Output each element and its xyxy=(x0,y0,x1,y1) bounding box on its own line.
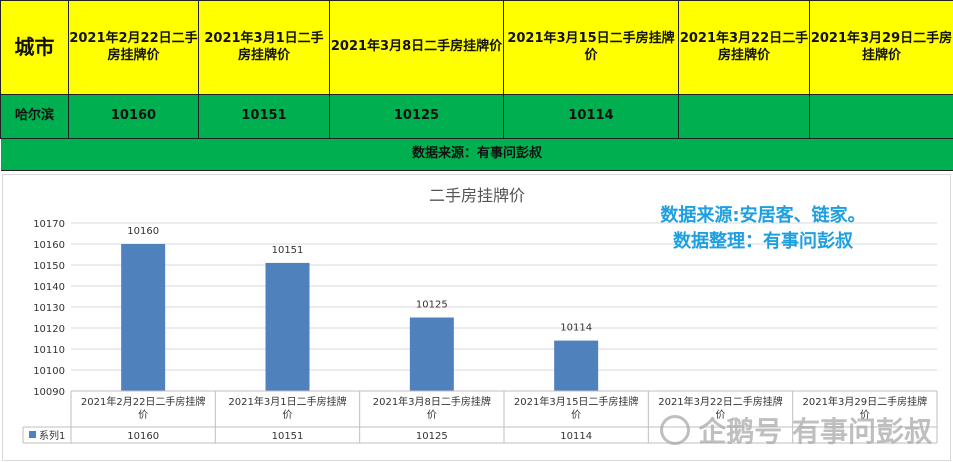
bar xyxy=(266,263,310,391)
value-cell[interactable]: 10125 xyxy=(330,95,504,139)
watermark-source: 数据来源:安居客、链家。 xyxy=(628,201,898,227)
legend-key xyxy=(29,431,36,438)
bar xyxy=(410,318,454,392)
header-date[interactable]: 2021年3月29日二手房挂牌价 xyxy=(810,1,953,95)
footer-watermark: 企鹅号 有事问彭叔 xyxy=(660,410,932,450)
category-label: 2021年3月29日二手房挂牌 xyxy=(803,395,928,408)
bar xyxy=(121,244,165,391)
category-label: 价 xyxy=(427,409,437,421)
y-tick-label: 10170 xyxy=(33,219,65,230)
category-label: 2021年3月8日二手房挂牌 xyxy=(373,395,491,408)
category-label: 价 xyxy=(138,409,148,421)
penguin-logo-icon xyxy=(660,415,690,445)
y-tick-label: 10100 xyxy=(33,366,65,377)
table-header-row: 城市 2021年2月22日二手房挂牌价 2021年3月1日二手房挂牌价 2021… xyxy=(1,1,953,95)
category-label: 2021年2月22日二手房挂牌 xyxy=(81,395,206,408)
value-cell[interactable] xyxy=(679,95,810,139)
header-date[interactable]: 2021年3月1日二手房挂牌价 xyxy=(199,1,330,95)
category-label: 价 xyxy=(283,409,293,421)
watermark-organizer: 数据整理：有事问彭叔 xyxy=(628,227,898,253)
data-label: 10151 xyxy=(272,245,304,256)
category-label: 价 xyxy=(571,409,581,421)
header-date[interactable]: 2021年2月22日二手房挂牌价 xyxy=(69,1,199,95)
chart-area[interactable]: 二手房挂牌价 10090 10100 10110 10120 10130 10140 1015… xyxy=(2,174,951,461)
source-row: 数据来源：有事问彭叔 xyxy=(1,139,953,171)
legend-label: 系列1 xyxy=(39,429,65,442)
data-label: 10160 xyxy=(127,226,159,237)
value-cell[interactable]: 10114 xyxy=(504,95,679,139)
y-tick-label: 10150 xyxy=(33,261,65,272)
value-cell[interactable] xyxy=(810,95,953,139)
y-tick-label: 10160 xyxy=(33,240,65,251)
header-date[interactable]: 2021年3月15日二手房挂牌价 xyxy=(504,1,679,95)
header-date[interactable]: 2021年3月22日二手房挂牌价 xyxy=(679,1,810,95)
bar xyxy=(554,341,598,391)
chart-title: 二手房挂牌价 xyxy=(429,186,525,205)
table-value: 10125 xyxy=(416,431,448,442)
header-city[interactable]: 城市 xyxy=(1,1,69,95)
table-value: 10160 xyxy=(127,431,159,442)
table-value: 10151 xyxy=(272,431,304,442)
category-label: 2021年3月1日二手房挂牌 xyxy=(228,395,346,408)
source-cell[interactable]: 数据来源：有事问彭叔 xyxy=(1,139,953,171)
price-table: 城市 2021年2月22日二手房挂牌价 2021年3月1日二手房挂牌价 2021… xyxy=(0,0,953,171)
category-label: 2021年3月22日二手房挂牌 xyxy=(658,395,783,408)
city-cell[interactable]: 哈尔滨 xyxy=(1,95,69,139)
table-value: 10114 xyxy=(560,431,592,442)
y-tick-label: 10140 xyxy=(33,282,65,293)
y-tick-label: 10110 xyxy=(33,345,65,356)
table-row: 哈尔滨 10160 10151 10125 10114 xyxy=(1,95,953,139)
data-label: 10114 xyxy=(560,323,592,334)
y-tick-label: 10130 xyxy=(33,303,65,314)
footer-watermark-text: 企鹅号 有事问彭叔 xyxy=(698,410,932,450)
header-date[interactable]: 2021年3月8日二手房挂牌价 xyxy=(330,1,504,95)
value-cell[interactable]: 10160 xyxy=(69,95,199,139)
data-label: 10125 xyxy=(416,300,448,311)
category-label: 2021年3月15日二手房挂牌 xyxy=(514,395,639,408)
y-tick-label: 10120 xyxy=(33,324,65,335)
y-tick-label: 10090 xyxy=(33,387,65,398)
value-cell[interactable]: 10151 xyxy=(199,95,330,139)
